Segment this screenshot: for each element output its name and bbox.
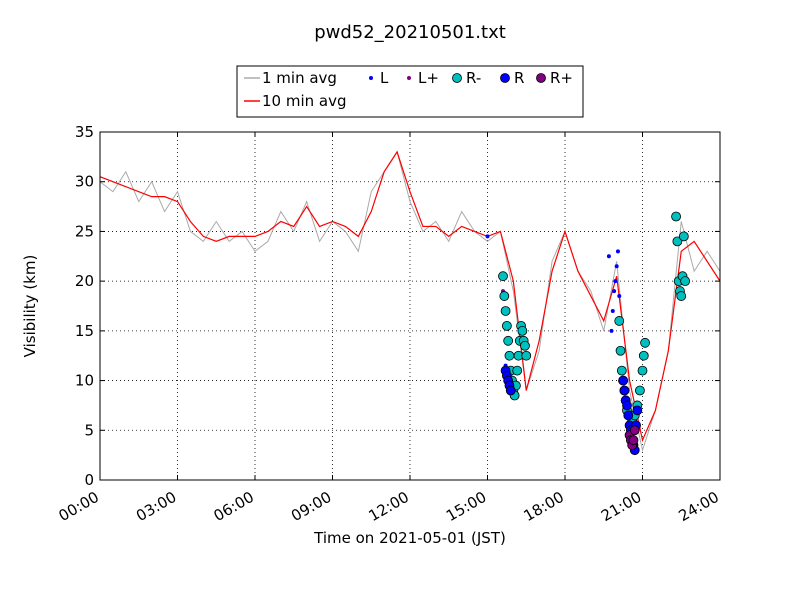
marker-r (505, 385, 516, 396)
marker-rminus (504, 350, 515, 361)
legend-label-rplus: R+ (550, 69, 573, 87)
marker-l (485, 234, 490, 239)
marker-r (622, 400, 632, 411)
marker-rminus (500, 306, 511, 316)
y-tick-labels: 0 5 10 15 20 25 30 35 (75, 123, 94, 489)
marker-rminus (503, 335, 514, 346)
chart-legend: 1 min avg 10 min avg L L+ R- R R+ (236, 65, 584, 118)
marker-rminus (676, 291, 687, 301)
y-tick-label: 25 (75, 222, 94, 240)
legend-swatch-l (369, 76, 373, 80)
y-axis-label: Visibility (km) (21, 255, 39, 358)
legend-swatch-r (500, 73, 510, 83)
marker-rminus (635, 385, 645, 396)
x-tick-label: 00:00 (56, 488, 102, 525)
x-tick-label: 06:00 (211, 488, 257, 525)
y-tick-label: 10 (75, 372, 94, 390)
legend-label-l: L (380, 69, 389, 87)
marker-rminus (517, 325, 528, 336)
legend-label-10-min-avg: 10 min avg (262, 92, 347, 110)
marker-l (617, 294, 622, 299)
marker-r (619, 385, 630, 396)
y-tick-label: 0 (84, 471, 94, 489)
marker-rminus (614, 316, 625, 326)
chart-title: pwd52_20210501.txt (314, 22, 506, 43)
marker-rminus (498, 271, 508, 282)
marker-l (613, 279, 618, 284)
marker-rminus (638, 350, 649, 361)
marker-rminus (615, 345, 626, 356)
marker-r (623, 410, 634, 421)
marker-rminus (640, 337, 650, 348)
marker-rminus (671, 211, 681, 222)
x-tick-label: 18:00 (521, 488, 567, 525)
marker-rminus (680, 276, 691, 287)
y-tick-label: 35 (75, 123, 94, 141)
legend-swatch-lplus (407, 76, 411, 80)
marker-rplus (628, 435, 639, 446)
x-tick-label: 09:00 (288, 488, 334, 525)
x-tick-label: 03:00 (133, 488, 179, 525)
y-tick-label: 5 (84, 421, 94, 439)
marker-r (632, 405, 643, 416)
y-tick-label: 15 (75, 322, 94, 340)
series-line-1-min-avg (100, 150, 720, 453)
x-tick-label: 12:00 (366, 488, 412, 525)
marker-rminus (678, 231, 689, 242)
marker-r (618, 375, 629, 386)
x-tick-label: 24:00 (676, 488, 722, 525)
marker-l (612, 289, 617, 294)
x-tick-label: 15:00 (443, 488, 489, 525)
marker-rminus (521, 350, 532, 361)
marker-l (614, 264, 619, 269)
legend-box (236, 65, 584, 118)
marker-l (615, 249, 620, 254)
marker-l (609, 328, 614, 333)
legend-label-rminus: R- (466, 69, 481, 87)
marker-rminus (637, 365, 648, 376)
marker-rminus (501, 320, 512, 331)
legend-label-lplus: L+ (418, 69, 439, 87)
legend-label-1-min-avg: 1 min avg (262, 69, 337, 87)
y-tick-label: 30 (75, 173, 94, 191)
legend-swatch-rminus (452, 73, 462, 83)
marker-l (606, 254, 611, 259)
legend-swatch-rplus (536, 73, 546, 83)
marker-rminus (520, 340, 530, 351)
marker-rminus (616, 365, 627, 376)
x-tick-labels: 00:00 03:00 06:00 09:00 12:00 15:00 18:00 21:00… (56, 488, 722, 525)
series-layer (100, 150, 720, 456)
marker-rminus (672, 236, 683, 247)
y-tick-label: 20 (75, 272, 94, 290)
marker-l (610, 308, 615, 313)
marker-rminus (499, 291, 510, 301)
x-tick-label: 21:00 (598, 488, 644, 525)
legend-label-r: R (514, 69, 524, 87)
marker-rplus (629, 425, 640, 436)
plot-area (99, 131, 721, 481)
axis-ticks (99, 131, 721, 481)
x-axis-label: Time on 2021-05-01 (JST) (313, 529, 506, 547)
marker-rminus (512, 365, 523, 376)
series-line-10-min-avg (100, 150, 720, 443)
